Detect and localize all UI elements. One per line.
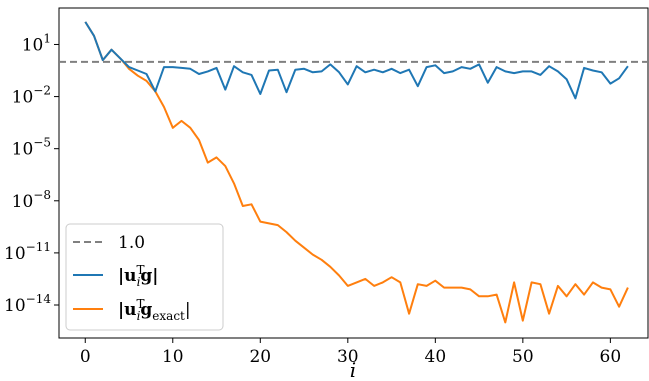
legend-label-series-1: |uT ig|: [118, 263, 158, 289]
legend-2-rest: g: [140, 300, 152, 320]
x-tick-label-0: 0: [80, 347, 91, 367]
x-tick-label-3: 30: [337, 347, 359, 367]
legend-frame: [65, 223, 224, 331]
legend-1-sub: i: [137, 275, 141, 289]
series-line-2: [84, 21, 629, 324]
x-tick-label-5: 50: [512, 347, 534, 367]
y-tick-label-1: 10−2: [12, 84, 51, 108]
series-lines: [59, 21, 648, 324]
legend-label-series-2: |uT igexact|: [118, 297, 191, 323]
y-tick-label-0: 101: [22, 31, 51, 55]
legend: 1.0 |uT ig| |uT igexact|: [65, 223, 224, 331]
y-axis-ticks: 101 10−2 10−5 10−8 10−11 10−14: [4, 31, 59, 316]
x-tick-label-6: 60: [600, 347, 622, 367]
y-tick-label-4: 10−11: [4, 240, 51, 264]
x-axis-ticks: 0 10 20 30 40 50 60: [80, 338, 621, 367]
legend-1-rest: g|: [140, 266, 158, 286]
y-tick-label-2: 10−5: [12, 136, 51, 160]
x-tick-label-1: 10: [162, 347, 184, 367]
x-axis-label: i: [350, 358, 356, 381]
x-tick-label-2: 20: [249, 347, 271, 367]
legend-1-sup: T: [137, 263, 145, 277]
legend-2-sup: T: [137, 297, 145, 311]
series-line-1: [84, 21, 629, 100]
legend-2-tail: |: [185, 300, 191, 320]
legend-2-base: |u: [118, 300, 137, 320]
legend-2-rest-sub: exact: [152, 309, 185, 323]
y-tick-label-3: 10−8: [12, 188, 51, 212]
legend-2-sub: i: [137, 309, 141, 323]
y-tick-label-5: 10−14: [4, 292, 51, 316]
x-tick-label-4: 40: [425, 347, 447, 367]
legend-label-reference: 1.0: [118, 233, 145, 253]
legend-1-base: |u: [118, 266, 137, 286]
